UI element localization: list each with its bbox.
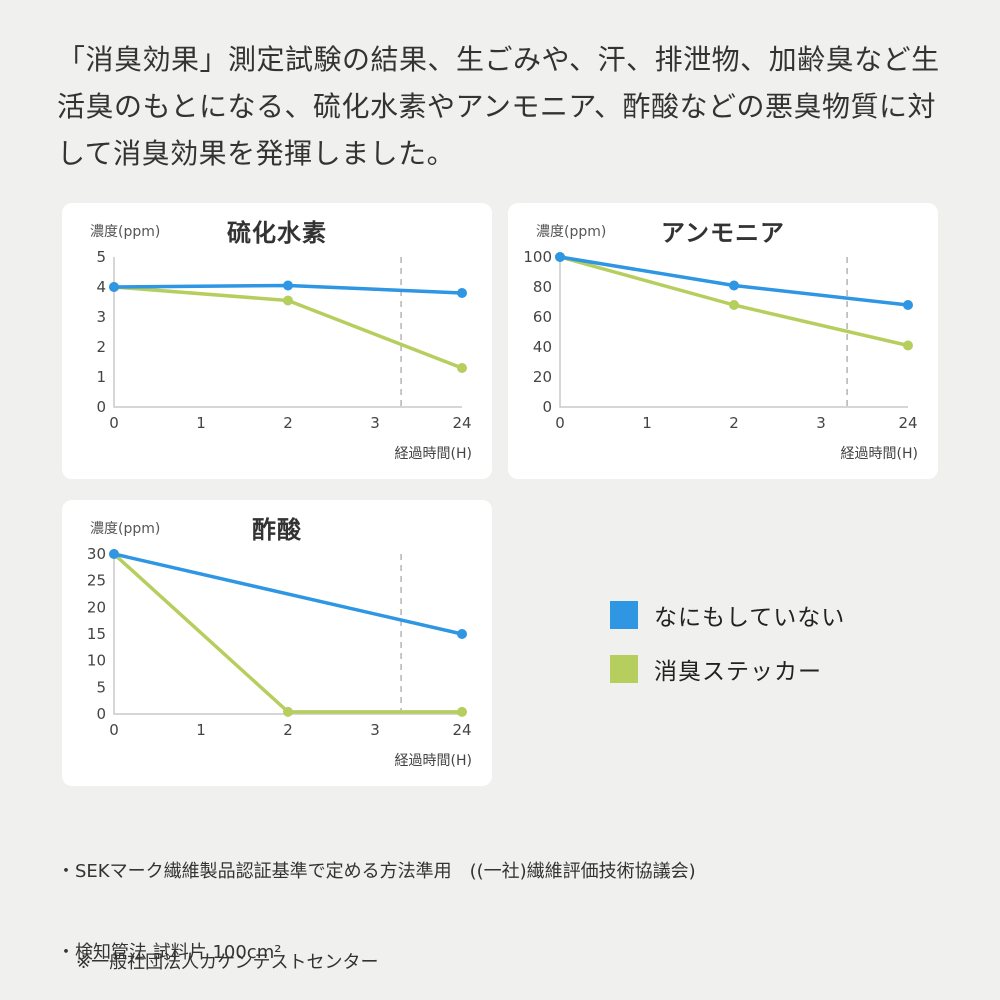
x-tick-label: 0 (109, 414, 119, 432)
y-axis-label: 濃度(ppm) (536, 224, 607, 240)
y-tick-label: 30 (87, 548, 106, 563)
y-tick-label: 80 (533, 278, 552, 296)
data-point (457, 706, 467, 717)
y-tick-label: 5 (96, 678, 106, 696)
footnote-line: ・検知管法 試料片 100cm² (57, 942, 282, 963)
chart-card-ammonia: 濃度(ppm) アンモニア 0 20 40 60 80 100 0 1 2 3 24 経過時間(H) (508, 203, 938, 479)
line-chart: 0 5 10 15 20 25 30 0 1 2 3 24 (87, 545, 472, 739)
y-tick-label: 4 (96, 278, 106, 296)
y-tick-label: 5 (96, 251, 106, 266)
y-tick-label: 0 (96, 398, 106, 416)
x-axis-label: 経過時間(H) (394, 446, 472, 462)
x-tick-label: 1 (642, 414, 652, 432)
y-tick-label: 20 (87, 598, 106, 616)
legend-item-untreated: なにもしていない (610, 598, 845, 632)
x-tick-label: 24 (452, 721, 471, 739)
y-tick-label: 20 (533, 368, 552, 386)
legend-swatch-green (610, 655, 638, 683)
legend: なにもしていない 消臭ステッカー (610, 598, 845, 706)
x-tick-label: 24 (898, 414, 917, 432)
y-tick-label: 15 (87, 625, 106, 643)
footnotes: ・SEKマーク繊維製品認証基準で定める方法準用 ((一社)繊維評価技術協議会) … (57, 804, 957, 1000)
line-chart: 0 20 40 60 80 100 0 1 2 3 24 (523, 248, 917, 432)
y-tick-label: 100 (524, 251, 552, 266)
y-tick-label: 0 (542, 398, 552, 416)
x-tick-label: 1 (196, 721, 206, 739)
chart-card-hydrogen-sulfide: 濃度(ppm) 硫化水素 0 1 2 3 4 5 0 1 2 3 24 経過時間(H) (62, 203, 492, 479)
x-tick-label: 3 (370, 721, 380, 739)
axes (559, 257, 908, 408)
axes (113, 257, 462, 408)
chart-title: アンモニア (660, 219, 786, 247)
series-line (112, 552, 464, 714)
footnote-source: ※一般社団法人カケンテストセンター (76, 952, 379, 973)
x-tick-label: 2 (283, 721, 293, 739)
chart-card-acetic-acid: 濃度(ppm) 酢酸 0 5 10 15 20 25 30 0 1 2 3 24 経過時間(H) (62, 500, 492, 786)
plot-area: 0 5 10 15 20 25 30 0 1 2 3 24 (78, 545, 476, 742)
data-point (283, 295, 293, 306)
data-point (555, 252, 565, 262)
y-tick-label: 0 (96, 705, 106, 723)
data-point (903, 300, 913, 310)
x-tick-label: 0 (109, 721, 119, 739)
data-point (457, 629, 467, 639)
legend-label: なにもしていない (654, 605, 846, 631)
chart-title: 酢酸 (252, 516, 302, 544)
series-line (112, 552, 464, 636)
x-tick-label: 24 (452, 414, 471, 432)
y-tick-label: 2 (96, 338, 106, 356)
x-axis-label: 経過時間(H) (394, 753, 472, 769)
y-tick-label: 60 (533, 308, 552, 326)
y-tick-label: 25 (87, 572, 106, 590)
legend-label: 消臭ステッカー (654, 659, 822, 685)
y-tick-label: 1 (96, 368, 106, 386)
footnote-line: ・SEKマーク繊維製品認証基準で定める方法準用 ((一社)繊維評価技術協議会) (57, 861, 696, 882)
data-point (903, 340, 913, 351)
data-point (283, 280, 293, 291)
x-tick-label: 3 (370, 414, 380, 432)
data-point (729, 300, 739, 310)
y-axis-label: 濃度(ppm) (90, 521, 161, 537)
y-tick-label: 10 (87, 652, 106, 670)
plot-area: 0 1 2 3 4 5 0 1 2 3 24 (78, 248, 476, 435)
chart-title: 硫化水素 (227, 219, 327, 247)
data-point (457, 363, 467, 373)
x-tick-label: 2 (283, 414, 293, 432)
data-point (729, 280, 739, 291)
legend-item-sticker: 消臭ステッカー (610, 652, 845, 686)
page-title: 「消臭効果」測定試験の結果、生ごみや、汗、排泄物、加齢臭など生活臭のもとになる、… (57, 43, 940, 170)
x-tick-label: 1 (196, 414, 206, 432)
y-tick-label: 40 (533, 338, 552, 356)
data-point (109, 549, 119, 559)
x-tick-label: 3 (816, 414, 826, 432)
data-point (457, 288, 467, 298)
x-axis-label: 経過時間(H) (840, 446, 918, 462)
legend-swatch-blue (610, 601, 638, 629)
x-tick-label: 0 (555, 414, 565, 432)
y-axis-label: 濃度(ppm) (90, 224, 161, 240)
line-chart: 0 1 2 3 4 5 0 1 2 3 24 (96, 248, 471, 432)
plot-area: 0 20 40 60 80 100 0 1 2 3 24 (523, 248, 922, 435)
data-point (283, 706, 293, 717)
x-tick-label: 2 (729, 414, 739, 432)
axes (113, 554, 462, 715)
data-point (109, 282, 119, 292)
y-tick-label: 3 (96, 308, 106, 326)
